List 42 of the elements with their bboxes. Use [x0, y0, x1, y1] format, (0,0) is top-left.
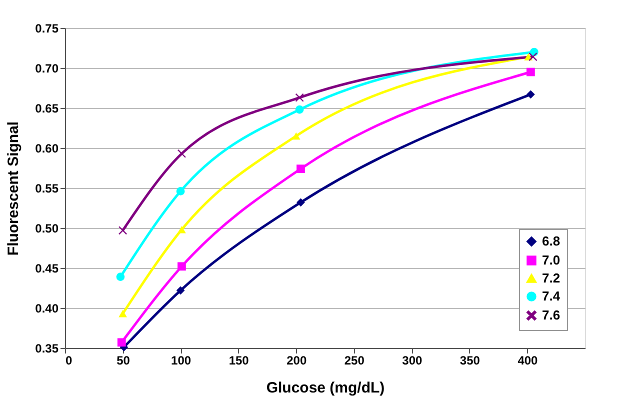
point: [178, 149, 186, 158]
y-tick-label: 0.75: [35, 22, 59, 36]
y-tick-label: 0.40: [35, 302, 59, 316]
y-tick-label: 0.50: [35, 222, 59, 236]
x-tick-label: 0: [66, 354, 72, 368]
x-tick-label: 250: [344, 354, 365, 368]
point: [176, 187, 185, 196]
x-tick-label: 150: [228, 354, 250, 368]
y-tick-label: 0.55: [35, 182, 59, 196]
y-tick-label: 0.35: [35, 342, 59, 356]
point: [178, 226, 186, 234]
y-tick-label: 0.45: [35, 262, 59, 276]
x-tick-label: 400: [518, 354, 538, 368]
point: [176, 286, 185, 295]
point: [118, 226, 127, 235]
legend-label: 7.0: [542, 252, 560, 268]
point: [526, 90, 535, 99]
x-tick-label: 300: [402, 354, 422, 368]
x-tick-label: 350: [460, 354, 480, 368]
point: [295, 93, 304, 102]
x-axis-title: Glucose (mg/dL): [266, 380, 385, 396]
legend-label: 7.2: [542, 270, 560, 286]
legend-label: 7.6: [542, 308, 560, 322]
legend-label: 6.8: [542, 234, 560, 248]
legend-label: 7.4: [542, 288, 561, 304]
point: [117, 338, 126, 347]
point: [528, 52, 538, 61]
point: [116, 272, 125, 281]
point: [526, 68, 535, 76]
x-tick-label: 50: [116, 354, 130, 368]
y-tick-label: 0.65: [35, 102, 59, 116]
y-tick-label: 0.70: [35, 62, 59, 76]
y-axis-title: Fluorescent Signal: [5, 121, 22, 256]
point: [118, 310, 127, 318]
point: [292, 132, 300, 140]
point: [296, 198, 305, 207]
x-tick-label: 200: [286, 354, 307, 368]
x-tick-label: 100: [171, 354, 192, 368]
point: [178, 262, 186, 271]
point: [295, 105, 304, 114]
point: [296, 164, 305, 173]
y-tick-label: 0.60: [35, 142, 59, 156]
